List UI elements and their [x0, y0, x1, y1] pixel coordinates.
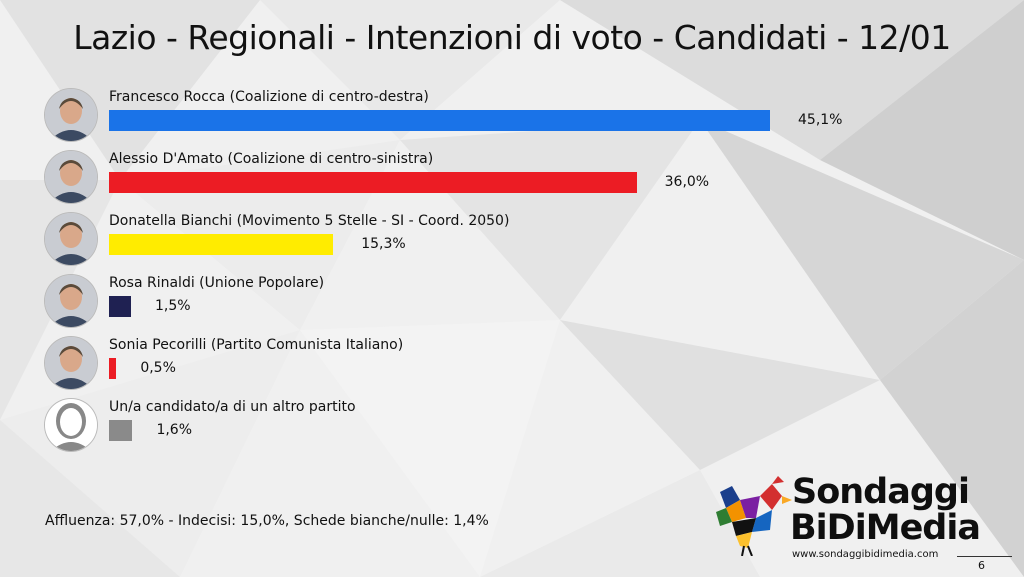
candidate-row: Donatella Bianchi (Movimento 5 Stelle - …: [0, 213, 900, 273]
page-title: Lazio - Regionali - Intenzioni di voto -…: [73, 18, 951, 57]
vote-percentage-label: 1,5%: [154, 298, 191, 314]
candidate-row: Rosa Rinaldi (Unione Popolare) 1,5%: [0, 275, 900, 335]
page-number-rule: [957, 556, 1012, 557]
vote-percentage-label: 0,5%: [140, 360, 176, 376]
brand-logo[interactable]: Sondaggi BiDiMedia www.sondaggibidimedia…: [712, 472, 1012, 572]
candidate-row: Alessio D'Amato (Coalizione di centro-si…: [0, 151, 900, 211]
candidate-portrait-icon: [45, 275, 97, 327]
brand-name-media: Media: [865, 508, 981, 548]
candidate-portrait-icon: [45, 337, 97, 389]
candidate-portrait-icon: [45, 89, 97, 141]
candidate-portrait-icon: [45, 213, 97, 265]
brand-name-line1: Sondaggi: [792, 472, 970, 512]
brand-name-bidi: BiDi: [790, 508, 867, 548]
vote-percentage-label: 45,1%: [798, 112, 843, 128]
vote-bar: [109, 110, 770, 131]
candidate-name: Rosa Rinaldi (Unione Popolare): [109, 275, 325, 291]
page-number: 6: [978, 559, 985, 572]
vote-percentage-label: 1,6%: [156, 422, 193, 438]
rooster-logo-icon: [716, 476, 792, 556]
candidate-row: Sonia Pecorilli (Partito Comunista Itali…: [0, 337, 900, 397]
vote-percentage-label: 15,3%: [361, 236, 406, 252]
turnout-note: Affluenza: 57,0% - Indecisi: 15,0%, Sche…: [45, 513, 489, 529]
brand-name-line2: BiDiMedia: [790, 508, 981, 548]
vote-bar: [109, 234, 334, 255]
candidate-name: Un/a candidato/a di un altro partito: [109, 399, 356, 415]
candidate-name: Donatella Bianchi (Movimento 5 Stelle - …: [109, 213, 510, 229]
vote-bar: [109, 296, 131, 317]
candidate-portrait-icon: [45, 151, 97, 203]
candidate-row: Un/a candidato/a di un altro partito 1,6%: [0, 399, 900, 459]
candidate-name: Sonia Pecorilli (Partito Comunista Itali…: [109, 337, 404, 353]
brand-url[interactable]: www.sondaggibidimedia.com: [792, 549, 939, 560]
candidate-name: Alessio D'Amato (Coalizione di centro-si…: [109, 151, 434, 167]
vote-bar: [109, 358, 117, 379]
candidate-name: Francesco Rocca (Coalizione di centro-de…: [109, 89, 429, 105]
candidate-silhouette-icon: [45, 399, 97, 451]
vote-bar: [109, 172, 637, 193]
candidate-row: Francesco Rocca (Coalizione di centro-de…: [0, 89, 900, 149]
vote-percentage-label: 36,0%: [664, 174, 710, 190]
vote-bar: [109, 420, 133, 441]
